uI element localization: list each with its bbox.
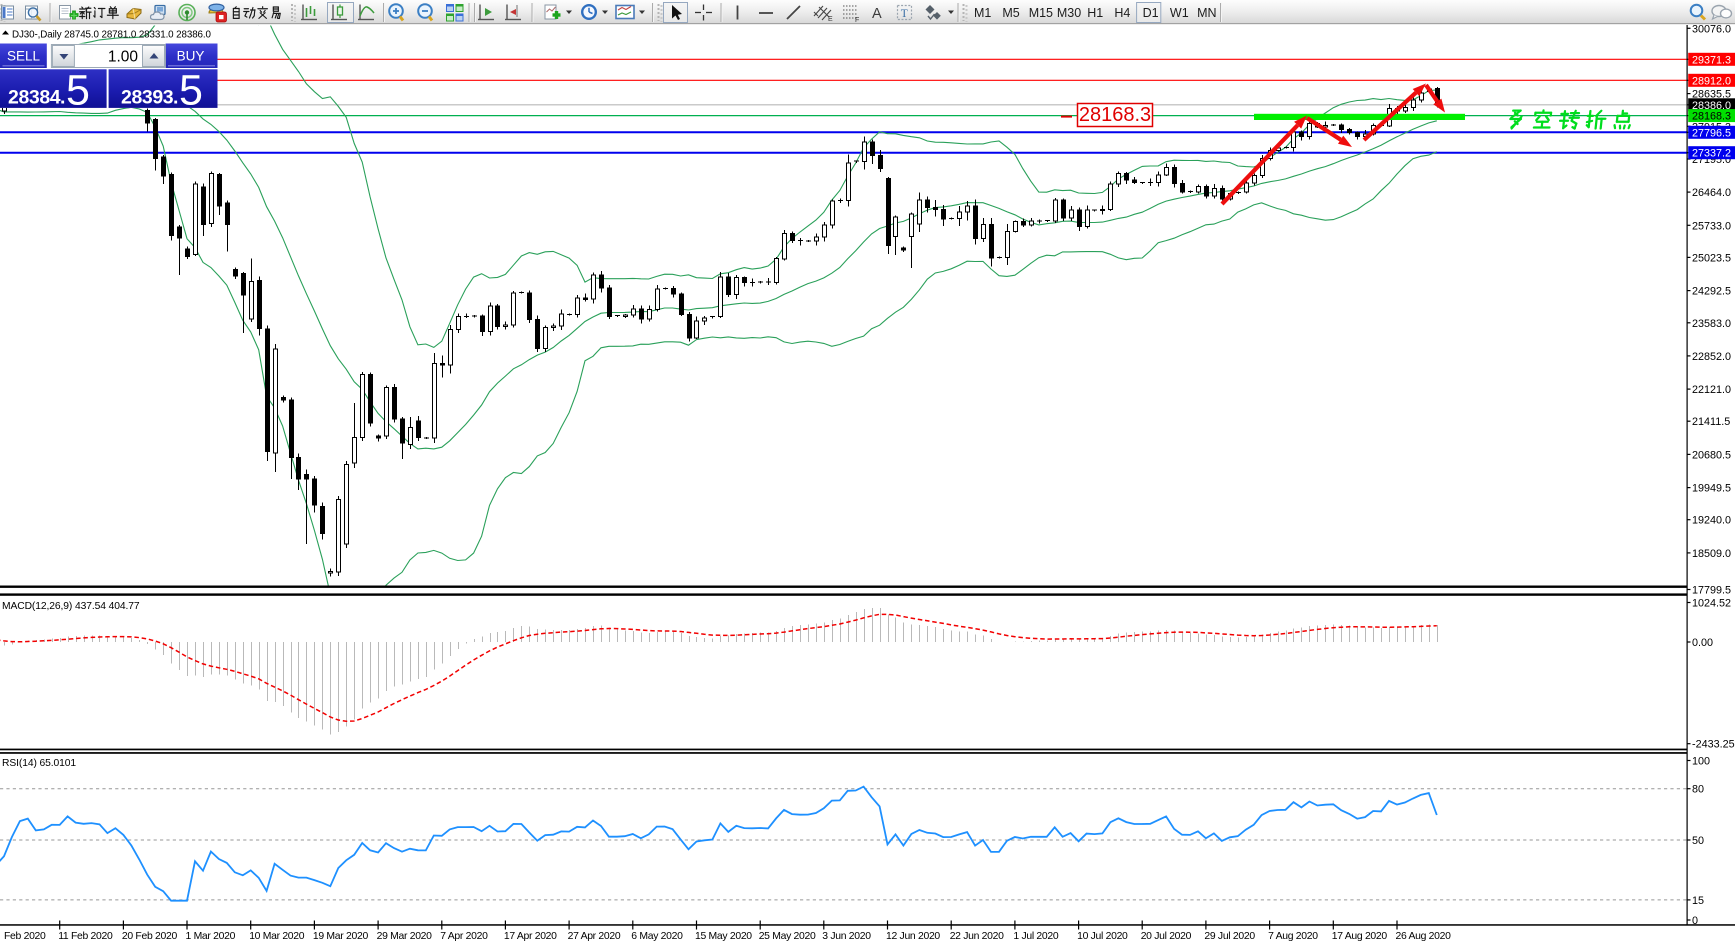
svg-text:28912.0: 28912.0: [1692, 75, 1731, 87]
svg-text:Feb 2020: Feb 2020: [4, 931, 46, 942]
svg-text:W1: W1: [1170, 6, 1189, 20]
svg-text:-2433.25: -2433.25: [1692, 739, 1735, 751]
svg-text:27 Apr 2020: 27 Apr 2020: [568, 931, 621, 942]
svg-text:M1: M1: [974, 6, 991, 20]
svg-text:28635.5: 28635.5: [1692, 89, 1731, 101]
svg-text:M15: M15: [1029, 6, 1053, 20]
svg-text:28168.3: 28168.3: [1079, 104, 1151, 126]
svg-text:17 Apr 2020: 17 Apr 2020: [504, 931, 557, 942]
svg-text:17 Aug 2020: 17 Aug 2020: [1332, 931, 1388, 942]
svg-text:H4: H4: [1114, 6, 1130, 20]
svg-text:19949.5: 19949.5: [1692, 483, 1731, 495]
svg-text:0.00: 0.00: [1692, 637, 1713, 649]
svg-text:1024.52: 1024.52: [1692, 598, 1731, 610]
svg-text:3 Jun 2020: 3 Jun 2020: [822, 931, 871, 942]
svg-text:.: .: [60, 87, 65, 109]
svg-text:1 Jul 2020: 1 Jul 2020: [1013, 931, 1058, 942]
svg-text:100: 100: [1692, 756, 1710, 768]
svg-text:SELL: SELL: [7, 49, 41, 64]
svg-text:MACD(12,26,9) 437.54 404.77: MACD(12,26,9) 437.54 404.77: [2, 601, 140, 612]
svg-text:10 Mar 2020: 10 Mar 2020: [249, 931, 305, 942]
svg-text:5: 5: [179, 67, 203, 115]
svg-text:25 May 2020: 25 May 2020: [759, 931, 816, 942]
svg-text:21411.5: 21411.5: [1692, 416, 1730, 428]
svg-text:26 Aug 2020: 26 Aug 2020: [1396, 931, 1452, 942]
svg-text:7 Aug 2020: 7 Aug 2020: [1268, 931, 1318, 942]
svg-text:27796.5: 27796.5: [1692, 127, 1731, 139]
svg-text:28168.3: 28168.3: [1692, 111, 1731, 123]
svg-text:20 Feb 2020: 20 Feb 2020: [122, 931, 178, 942]
svg-text:E: E: [828, 16, 833, 23]
svg-text:10 Jul 2020: 10 Jul 2020: [1077, 931, 1128, 942]
svg-text:.: .: [173, 87, 178, 109]
svg-text:27337.2: 27337.2: [1692, 148, 1731, 160]
svg-text:19240.0: 19240.0: [1692, 515, 1731, 527]
svg-text:DJ30-,Daily 28745.0 28781.0 2: DJ30-,Daily 28745.0 28781.0 28331.0 2838…: [12, 30, 212, 41]
svg-text:19 Mar 2020: 19 Mar 2020: [313, 931, 369, 942]
svg-text:22121.0: 22121.0: [1692, 384, 1731, 396]
svg-text:28393: 28393: [121, 87, 174, 109]
svg-text:23583.0: 23583.0: [1692, 318, 1731, 330]
svg-text:7 Apr 2020: 7 Apr 2020: [440, 931, 488, 942]
svg-text:5: 5: [66, 67, 90, 115]
svg-text:M5: M5: [1002, 6, 1019, 20]
svg-text:22852.0: 22852.0: [1692, 351, 1731, 363]
svg-text:22 Jun 2020: 22 Jun 2020: [950, 931, 1004, 942]
svg-text:15: 15: [1692, 895, 1704, 907]
svg-text:F: F: [855, 17, 859, 24]
svg-text:RSI(14) 65.0101: RSI(14) 65.0101: [2, 758, 76, 769]
svg-text:29371.3: 29371.3: [1692, 54, 1731, 66]
svg-text:T: T: [901, 8, 908, 20]
svg-text:28384: 28384: [8, 87, 61, 109]
svg-text:MN: MN: [1197, 6, 1216, 20]
svg-text:M30: M30: [1057, 6, 1081, 20]
svg-text:30076.0: 30076.0: [1692, 23, 1731, 35]
svg-text:12 Jun 2020: 12 Jun 2020: [886, 931, 940, 942]
svg-text:28386.0: 28386.0: [1692, 100, 1731, 112]
svg-text:H1: H1: [1087, 6, 1103, 20]
svg-text:0: 0: [1692, 915, 1698, 927]
svg-text:1.00: 1.00: [108, 49, 139, 66]
svg-text:20680.5: 20680.5: [1692, 449, 1731, 461]
svg-text:29 Jul 2020: 29 Jul 2020: [1204, 931, 1255, 942]
svg-text:1 Mar 2020: 1 Mar 2020: [186, 931, 236, 942]
svg-text:17799.5: 17799.5: [1692, 585, 1731, 597]
svg-text:11 Feb 2020: 11 Feb 2020: [58, 931, 113, 942]
svg-text:A: A: [872, 6, 882, 22]
svg-text:15 May 2020: 15 May 2020: [695, 931, 752, 942]
svg-text:25733.0: 25733.0: [1692, 220, 1731, 232]
svg-text:25023.5: 25023.5: [1692, 252, 1731, 264]
svg-text:BUY: BUY: [177, 49, 205, 64]
svg-text:6 May 2020: 6 May 2020: [631, 931, 683, 942]
svg-text:50: 50: [1692, 835, 1704, 847]
svg-text:26464.0: 26464.0: [1692, 187, 1731, 199]
svg-text:29 Mar 2020: 29 Mar 2020: [377, 931, 433, 942]
svg-text:24292.5: 24292.5: [1692, 286, 1731, 298]
svg-text:20 Jul 2020: 20 Jul 2020: [1141, 931, 1192, 942]
svg-text:18509.0: 18509.0: [1692, 548, 1731, 560]
svg-text:80: 80: [1692, 784, 1704, 796]
svg-text:D1: D1: [1143, 6, 1159, 20]
